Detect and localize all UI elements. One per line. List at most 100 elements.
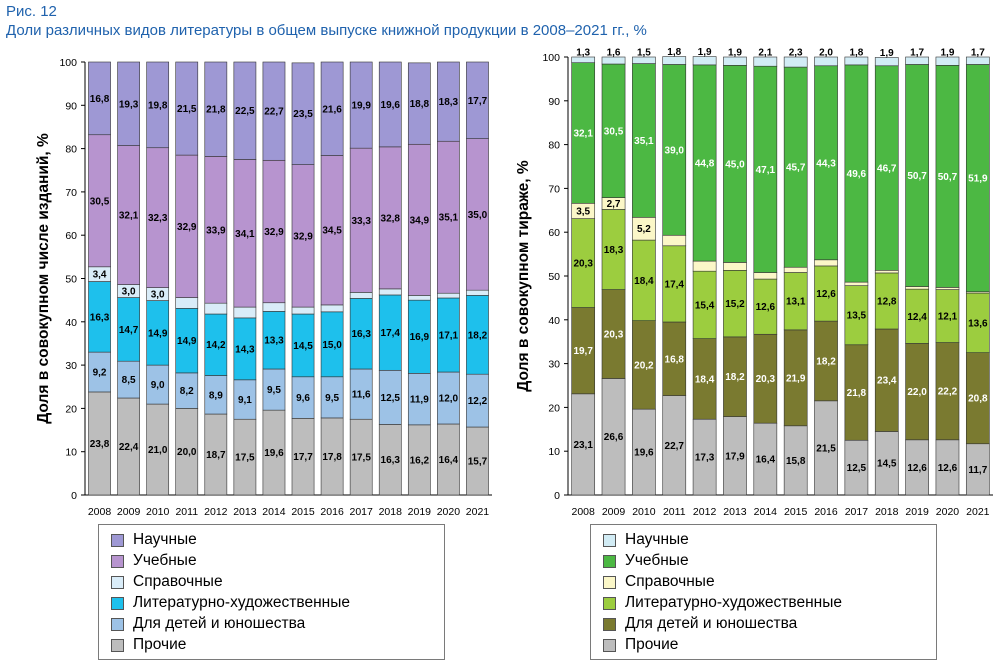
x-tick-label: 2013 [233, 506, 257, 518]
data-label: 23,8 [90, 439, 110, 450]
data-label: 18,2 [468, 330, 488, 341]
y-tick-label: 50 [548, 271, 560, 283]
data-label: 1,7 [971, 48, 985, 59]
data-label: 21,8 [206, 105, 226, 116]
data-label: 14,9 [148, 328, 168, 339]
legend-item: Справочные [111, 572, 223, 592]
data-label: 17,8 [322, 452, 342, 463]
y-tick-label: 40 [65, 317, 77, 329]
data-label: 45,0 [725, 159, 745, 170]
x-tick-label: 2009 [602, 506, 626, 518]
data-label: 1,8 [667, 47, 681, 58]
data-label: 8,2 [180, 386, 194, 397]
data-label: 3,0 [151, 290, 165, 301]
data-label: 17,7 [468, 96, 488, 107]
legend-label: Прочие [625, 636, 679, 653]
y-axis-label: Доля в совокупном тираже, % [515, 160, 532, 392]
legend-item: Для детей и юношества [603, 614, 797, 634]
data-label: 1,7 [910, 48, 924, 59]
data-label: 12,6 [938, 463, 958, 474]
bar-segment [378, 61, 402, 148]
data-label: 3,0 [122, 287, 136, 298]
bar-segment [571, 56, 596, 63]
data-label: 19,8 [148, 100, 168, 111]
data-label: 33,3 [351, 216, 371, 227]
y-tick-label: 100 [542, 52, 560, 64]
bar-segment [407, 62, 431, 145]
data-label: 8,5 [122, 375, 136, 386]
y-tick-label: 0 [71, 490, 77, 502]
y-tick-label: 20 [548, 402, 560, 414]
data-label: 15,7 [468, 457, 488, 468]
data-label: 14,5 [293, 341, 313, 352]
bar-segment [437, 61, 460, 142]
bar-segment [905, 56, 929, 65]
data-label: 17,4 [665, 279, 685, 290]
data-label: 8,9 [209, 390, 223, 401]
legend-label: Для детей и юношества [133, 615, 306, 632]
data-label: 12,6 [816, 289, 836, 300]
bar-segment [601, 56, 626, 65]
legend-item: Научные [603, 530, 689, 550]
y-tick-label: 80 [65, 144, 77, 156]
data-label: 44,8 [695, 158, 715, 169]
bar-segment [233, 61, 257, 160]
legend-swatch [603, 554, 616, 568]
data-label: 49,6 [847, 169, 867, 180]
data-label: 34,9 [410, 215, 430, 226]
y-tick-label: 60 [65, 230, 77, 242]
x-tick-label: 2015 [291, 506, 315, 518]
y-tick-label: 70 [65, 187, 77, 199]
data-label: 22,7 [665, 441, 685, 452]
bar-segment [753, 56, 778, 67]
data-label: 15,0 [322, 340, 342, 351]
data-label: 9,0 [151, 380, 165, 391]
data-label: 9,5 [267, 385, 281, 396]
x-tick-label: 2008 [571, 506, 595, 518]
x-tick-label: 2020 [437, 506, 461, 518]
legend-item: Учебные [603, 551, 689, 571]
data-label: 23,1 [573, 440, 593, 451]
data-label: 21,0 [148, 445, 168, 456]
data-label: 14,2 [206, 340, 226, 351]
data-label: 19,6 [264, 448, 284, 459]
legend-label: Прочие [133, 636, 187, 653]
bar-segment [632, 56, 656, 64]
x-tick-label: 2021 [466, 506, 490, 518]
data-label: 23,4 [877, 376, 897, 387]
data-label: 12,8 [877, 296, 897, 307]
data-label: 50,7 [938, 172, 958, 183]
data-label: 34,1 [235, 229, 255, 240]
x-tick-label: 2012 [693, 506, 717, 518]
x-tick-label: 2016 [814, 506, 838, 518]
data-label: 26,6 [604, 432, 624, 443]
data-label: 20,3 [604, 330, 624, 341]
legend-label: Для детей и юношества [625, 615, 798, 632]
data-label: 11,6 [352, 390, 371, 401]
legend-label: Литературно-художественные [133, 594, 350, 611]
y-tick-label: 90 [548, 96, 560, 108]
data-label: 17,9 [725, 451, 745, 462]
y-tick-label: 70 [548, 183, 560, 195]
x-tick-label: 2019 [905, 506, 929, 518]
data-label: 18,4 [634, 276, 654, 287]
data-label: 17,7 [293, 452, 313, 463]
y-tick-label: 60 [548, 227, 560, 239]
bar-segment [262, 61, 286, 161]
legend-swatch [111, 617, 124, 631]
data-label: 32,1 [119, 211, 139, 222]
data-label: 18,3 [604, 245, 624, 256]
bar-segment [662, 234, 687, 247]
legend-swatch [603, 638, 616, 652]
x-tick-label: 2017 [845, 506, 869, 518]
figure-title: Доли различных видов литературы в общем … [6, 22, 647, 39]
x-tick-label: 2008 [88, 506, 112, 518]
data-label: 17,1 [439, 331, 459, 342]
data-label: 21,8 [847, 388, 867, 399]
bar-segment [233, 306, 257, 319]
y-tick-label: 30 [65, 360, 77, 372]
data-label: 17,5 [235, 453, 255, 464]
x-tick-label: 2009 [117, 506, 141, 518]
x-tick-label: 2014 [262, 506, 286, 518]
data-label: 13,6 [968, 318, 988, 329]
